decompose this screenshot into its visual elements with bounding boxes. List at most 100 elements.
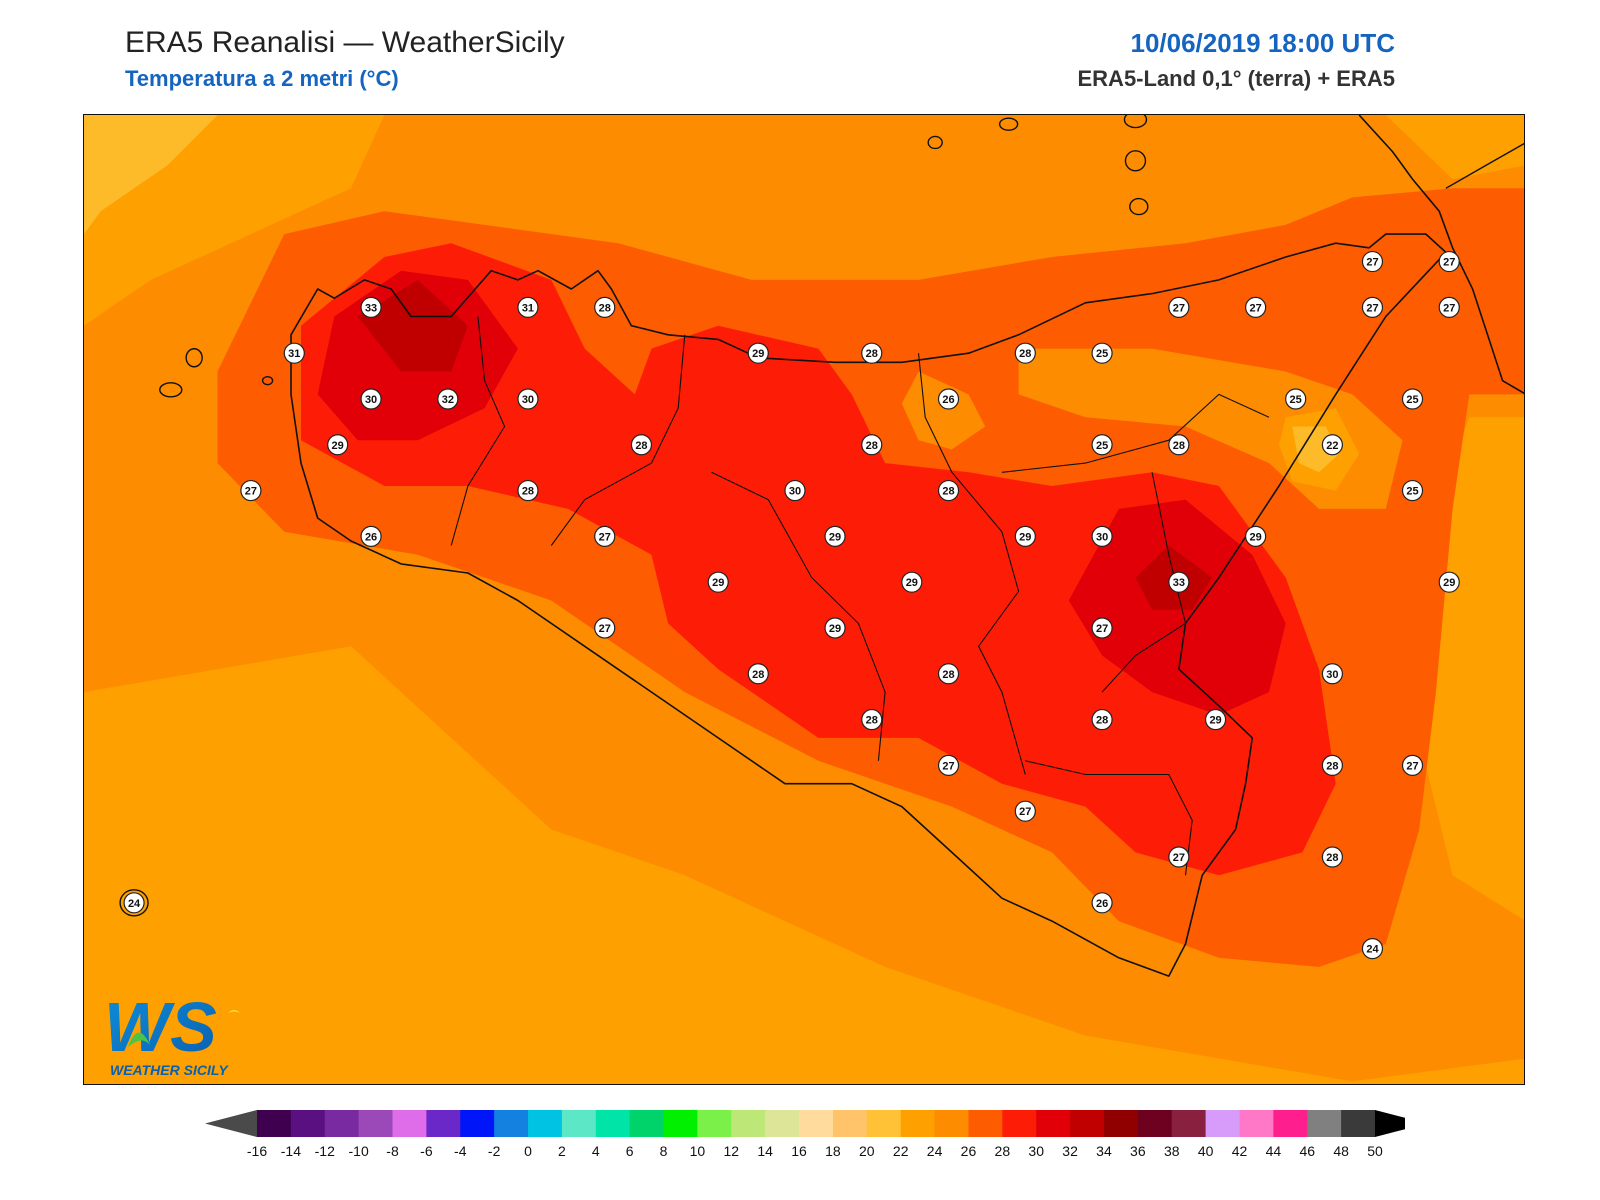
colorbar-swatch: [900, 1110, 936, 1137]
station-marker: [437, 388, 459, 410]
station-marker: [517, 388, 539, 410]
station-value: 27: [1096, 623, 1108, 635]
colorbar-tick-label: 48: [1333, 1143, 1349, 1158]
province-border-4: [917, 353, 1026, 775]
station-value: 29: [1443, 577, 1455, 589]
station-value: 25: [1096, 440, 1108, 452]
colorbar-swatch: [799, 1110, 834, 1137]
colorbar-swatch: [290, 1110, 326, 1137]
island-4: [1124, 150, 1147, 172]
station-marker: [1091, 342, 1113, 364]
colorbar-swatch: [257, 1110, 292, 1137]
station-value: 27: [599, 531, 611, 543]
station-marker: [240, 479, 262, 502]
map-canvas: 33 31 28 31 30 32 30 29 27 28 26 27 28 29 28 28 30 28 29 29…: [84, 115, 1524, 1084]
province-border-1: [450, 316, 506, 546]
station-value: 27: [1019, 806, 1031, 818]
station-marker: [360, 525, 382, 547]
logo-text: WEATHER SICILY: [110, 1062, 229, 1078]
station-marker: [1321, 663, 1343, 685]
colorbar-swatch: [1205, 1110, 1240, 1137]
colorbar-swatch: [1002, 1110, 1037, 1137]
island-2: [998, 117, 1019, 131]
valid-datetime: 10/06/2019 18:00 UTC: [1130, 28, 1395, 58]
field-30: [301, 243, 1336, 876]
station-value: 32: [442, 394, 454, 406]
station-value: 29: [829, 623, 841, 635]
colorbar-swatch: [392, 1110, 427, 1137]
island-3: [1123, 115, 1148, 129]
station-value: 27: [245, 486, 257, 498]
colorbar-tick-label: 22: [893, 1143, 909, 1158]
station-value: 29: [752, 348, 764, 360]
colorbar-swatch: [697, 1110, 732, 1137]
station-marker: [327, 434, 349, 456]
station-value: 29: [1019, 531, 1031, 543]
station-value: 30: [522, 394, 534, 406]
station-value: 28: [866, 715, 878, 727]
station-marker: [517, 479, 539, 502]
station-value: 25: [1096, 348, 1108, 360]
island-1: [927, 135, 943, 150]
weathersicily-logo: WS WEATHER SICILY: [104, 989, 240, 1078]
station-marker: [1401, 479, 1424, 502]
station-marker: [1168, 571, 1190, 593]
station-marker: [1204, 708, 1227, 731]
station-marker: [784, 479, 806, 502]
station-marker: [707, 571, 729, 593]
station-value: 29: [829, 531, 841, 543]
colorbar-tick-label: 2: [558, 1143, 566, 1158]
station-marker: [861, 342, 883, 364]
map-title: ERA5 Reanalisi — WeatherSicily: [125, 26, 565, 59]
station-value: 29: [712, 577, 724, 589]
colorbar-swatch: [358, 1110, 394, 1137]
field-24-south: [84, 646, 1524, 1084]
colorbar-swatch: [832, 1110, 868, 1137]
colorbar-tick-label: 50: [1367, 1143, 1383, 1158]
colorbar-tick-label: 40: [1198, 1143, 1214, 1158]
colorbar-tick-label: 38: [1164, 1143, 1180, 1158]
station-marker: [861, 434, 883, 456]
station-value: 28: [1326, 852, 1338, 864]
station-marker: [1401, 754, 1424, 776]
station-marker: [937, 754, 960, 776]
colorbar-swatch: [1307, 1110, 1342, 1137]
station-value: 26: [365, 531, 377, 543]
province-border-6: [1101, 472, 1187, 693]
island-6: [185, 348, 203, 368]
colorbar-swatch: [968, 1110, 1003, 1137]
temperature-colorbar: -16 -14 -12 -10 -8 -6 -4 -2 0 2 4 6 8 10 12 14 16 18 20 22 2…: [205, 1110, 1405, 1158]
station-value: 31: [522, 302, 534, 314]
station-value: 28: [866, 440, 878, 452]
station-marker: [360, 388, 382, 410]
station-value: 24: [1366, 944, 1379, 956]
colorbar-swatch: [595, 1110, 631, 1137]
station-value: 27: [1173, 852, 1185, 864]
colorbar-swatch: [494, 1110, 529, 1137]
station-value: 29: [906, 577, 918, 589]
colorbar-over-arrow: [1375, 1110, 1405, 1137]
colorbar-swatch: [1070, 1110, 1105, 1137]
station-value: 28: [866, 348, 878, 360]
calabria-coastline-2: [1445, 142, 1524, 189]
station-marker: [1245, 525, 1267, 547]
temperature-map: 33 31 28 31 30 32 30 29 27 28 26 27 28 29 28 28 30 28 29 29…: [83, 114, 1525, 1085]
station-marker: [1438, 250, 1460, 273]
station-marker: [1401, 388, 1424, 410]
colorbar-swatch: [561, 1110, 597, 1137]
station-value: 30: [1326, 669, 1338, 681]
station-marker: [1361, 250, 1384, 273]
station-marker: [1091, 434, 1113, 456]
station-marker: [594, 296, 616, 318]
colorbar-swatch: [1137, 1110, 1173, 1137]
colorbar-tick-label: -16: [247, 1143, 267, 1158]
colorbar-under-arrow: [205, 1110, 257, 1137]
field-22-nw: [84, 115, 218, 235]
station-marker: [1438, 571, 1460, 593]
station-value: 25: [1406, 394, 1418, 406]
colorbar-swatch: [765, 1110, 800, 1137]
station-marker: [630, 434, 653, 456]
station-value: 28: [522, 486, 534, 498]
station-value: 27: [1250, 302, 1262, 314]
station-value: 28: [1096, 715, 1108, 727]
